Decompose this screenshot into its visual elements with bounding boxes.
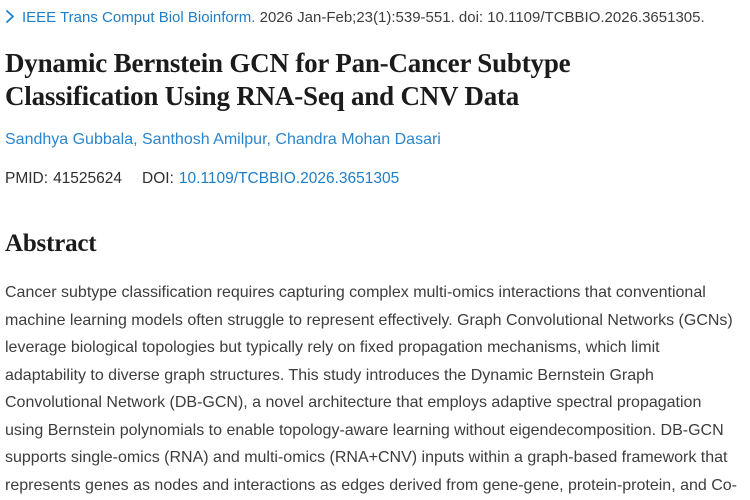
authors-line: Sandhya Gubbala, Santhosh Amilpur, Chand… [5, 130, 744, 151]
pmid-label: PMID: [5, 170, 49, 188]
abstract-text: Cancer subtype classification requires c… [5, 284, 738, 494]
citation-details: 2026 Jan-Feb;23(1):539-551. doi: 10.1109… [255, 9, 705, 26]
article-title: Dynamic Bernstein GCN for Pan-Cancer Sub… [5, 47, 571, 111]
journal-name: IEEE Trans Comput Biol Bioinform. [22, 9, 256, 26]
pmid-value: 41525624 [53, 170, 123, 188]
doi-link[interactable]: 10.1109/TCBBIO.2026.3651305 [178, 170, 400, 188]
abstract-heading: Abstract [5, 230, 97, 258]
author-separator: , [266, 131, 276, 149]
author-link[interactable]: Santhosh Amilpur [142, 131, 267, 149]
author-link[interactable]: Sandhya Gubbala [5, 131, 134, 149]
journal-toggle[interactable]: IEEE Trans Comput Biol Bioinform. [5, 8, 255, 28]
doi-label: DOI: [142, 170, 174, 188]
author-link[interactable]: Chandra Mohan Dasari [275, 131, 441, 149]
identifiers-line: PMID: 41525624 DOI: 10.1109/TCBBIO.2026.365… [5, 170, 744, 188]
citation-bar: IEEE Trans Comput Biol Bioinform. 2026 J… [5, 8, 744, 28]
author-separator: , [133, 131, 142, 149]
chevron-right-icon [5, 9, 15, 29]
